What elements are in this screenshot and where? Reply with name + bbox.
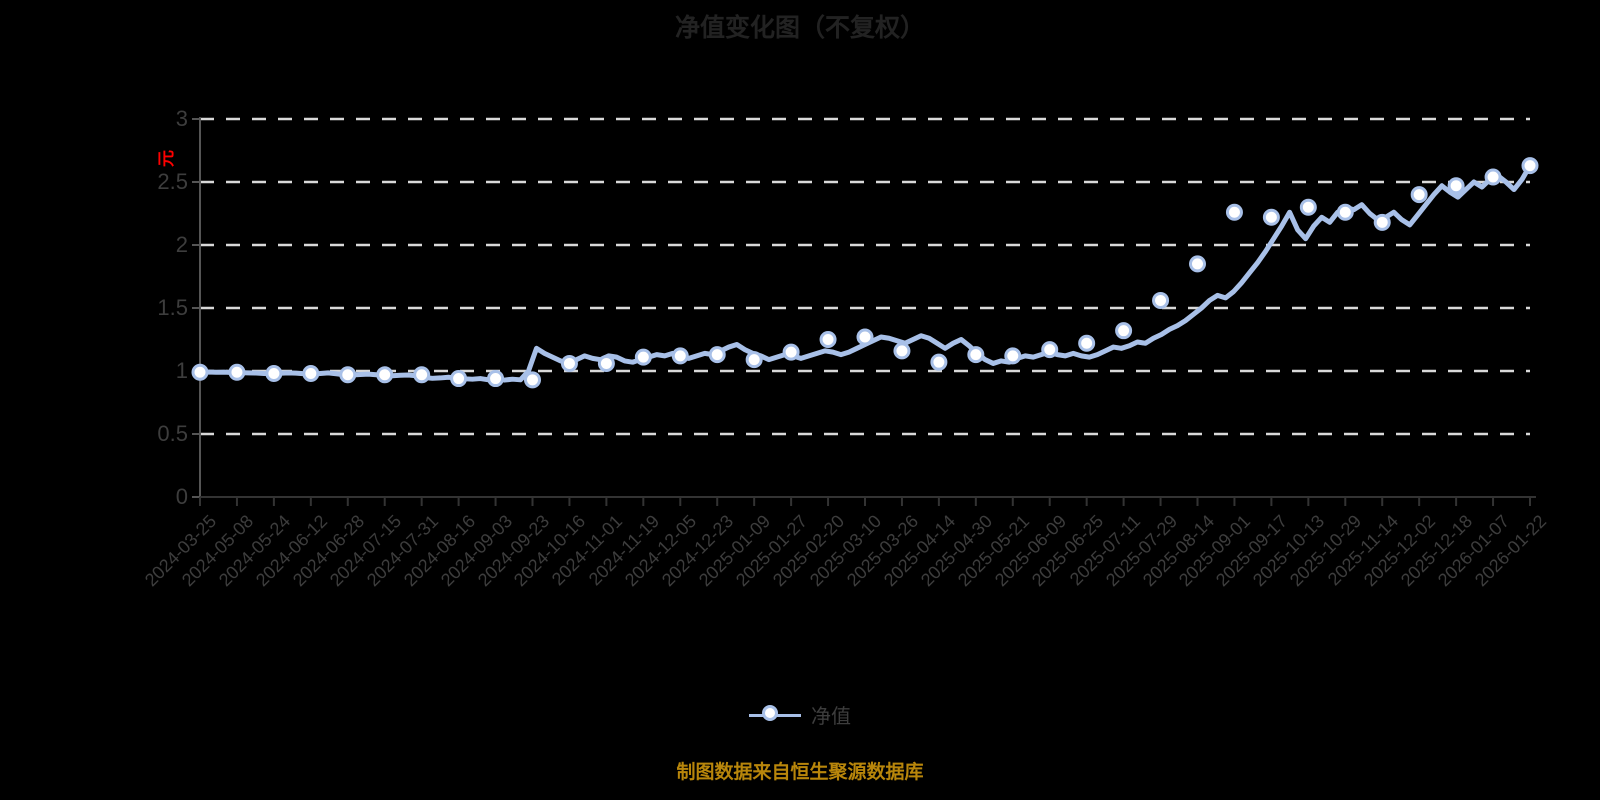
data-point-marker[interactable]: [1189, 255, 1206, 273]
data-point-marker[interactable]: [856, 328, 874, 346]
data-point-marker[interactable]: [1115, 322, 1133, 340]
data-point-marker[interactable]: [191, 363, 209, 381]
data-point-marker[interactable]: [893, 342, 911, 360]
y-axis-tick-label: 3: [175, 106, 188, 131]
data-point-marker[interactable]: [1225, 203, 1243, 221]
data-point-marker[interactable]: [413, 366, 431, 384]
data-point-marker[interactable]: [819, 331, 837, 348]
legend-circle-icon: [762, 704, 778, 721]
y-axis-tick-label: 2: [175, 232, 188, 257]
data-point-marker[interactable]: [597, 354, 615, 372]
data-point-marker[interactable]: [339, 366, 357, 384]
data-point-marker[interactable]: [1078, 334, 1096, 352]
data-point-marker[interactable]: [1262, 208, 1280, 226]
data-point-marker[interactable]: [302, 365, 320, 383]
data-point-marker[interactable]: [1484, 168, 1502, 186]
data-point-marker[interactable]: [1410, 186, 1428, 204]
y-axis-tick-label: 0: [175, 484, 188, 509]
chart-legend[interactable]: 净值: [0, 700, 1600, 729]
data-point-marker[interactable]: [1447, 177, 1465, 195]
chart-title: 净值变化图（不复权）: [674, 14, 925, 42]
data-point-marker[interactable]: [265, 365, 283, 383]
data-point-marker[interactable]: [671, 347, 689, 365]
data-point-marker[interactable]: [967, 346, 985, 364]
legend-item-label: 净值: [811, 706, 851, 728]
data-point-marker[interactable]: [560, 354, 578, 372]
data-point-marker[interactable]: [1152, 291, 1170, 309]
data-point-marker[interactable]: [782, 343, 800, 361]
data-point-marker[interactable]: [228, 363, 246, 381]
y-axis-tick-label: 2.5: [157, 169, 188, 194]
data-point-marker[interactable]: [1521, 157, 1539, 175]
net-value-series-line: [197, 163, 1533, 383]
data-point-marker[interactable]: [1373, 213, 1391, 231]
data-point-marker[interactable]: [487, 370, 505, 388]
data-point-marker[interactable]: [1336, 203, 1354, 221]
data-point-marker[interactable]: [450, 370, 468, 388]
data-point-marker[interactable]: [930, 353, 948, 371]
data-point-marker[interactable]: [745, 351, 763, 369]
data-point-marker[interactable]: [524, 371, 541, 389]
data-point-marker[interactable]: [376, 366, 394, 384]
legend-marker-icon: [749, 702, 801, 728]
data-point-marker[interactable]: [708, 346, 726, 364]
y-axis-tick-label: 0.5: [157, 421, 188, 446]
data-source-note: 制图数据来自恒生聚源数据库: [676, 762, 924, 783]
data-point-marker[interactable]: [1299, 198, 1317, 216]
data-point-marker[interactable]: [634, 348, 652, 366]
data-point-marker[interactable]: [1004, 347, 1022, 365]
data-point-marker[interactable]: [1041, 341, 1059, 359]
y-axis-tick-label: 1.5: [157, 295, 188, 320]
y-axis-tick-label: 1: [175, 358, 188, 383]
